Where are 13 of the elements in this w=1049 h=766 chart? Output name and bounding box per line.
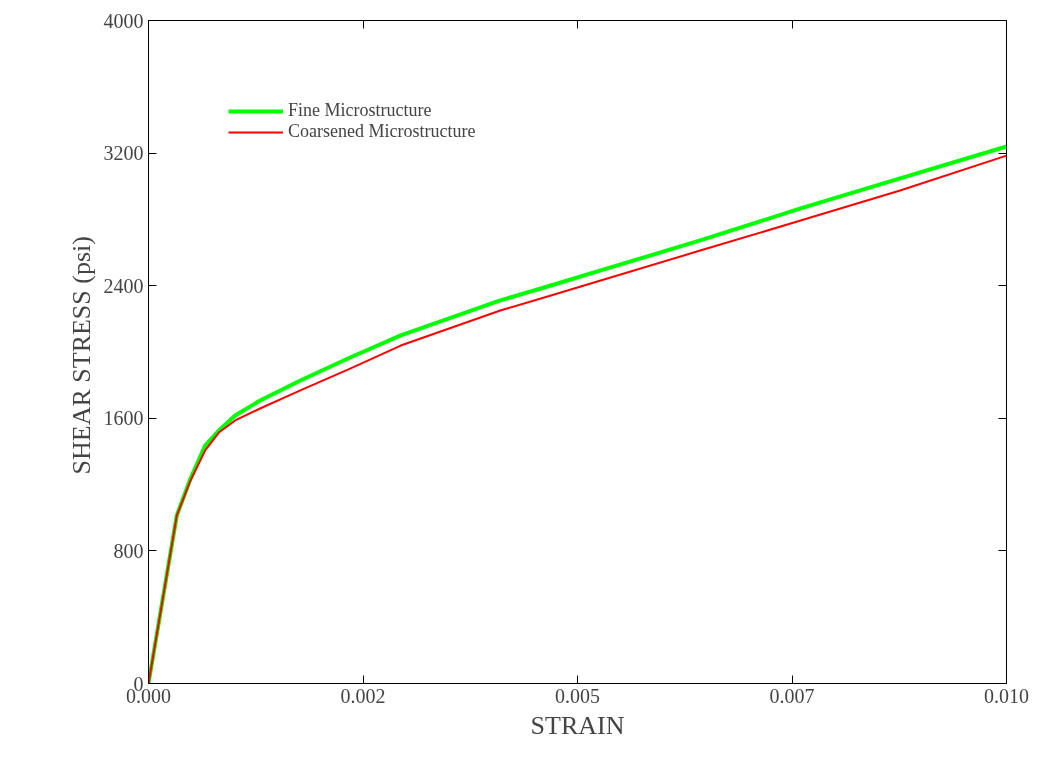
y-tick-label: 800 — [113, 539, 144, 562]
y-tick-label: 4000 — [103, 9, 144, 32]
y-axis-title: SHEAR STRESS (psi) — [66, 236, 96, 475]
x-axis-title: STRAIN — [530, 710, 625, 740]
x-tick-label: 0.007 — [769, 684, 815, 707]
x-tick-label: 0.005 — [555, 684, 600, 707]
x-tick-label: 0.010 — [984, 684, 1029, 707]
y-tick-label: 2400 — [103, 274, 144, 297]
legend-label: Coarsened Microstructure — [288, 121, 476, 142]
y-tick-label: 3200 — [103, 142, 144, 165]
legend-label: Fine Microstructure — [288, 100, 432, 121]
x-tick-label: 0.002 — [340, 684, 386, 707]
y-tick-label: 1600 — [103, 407, 144, 430]
